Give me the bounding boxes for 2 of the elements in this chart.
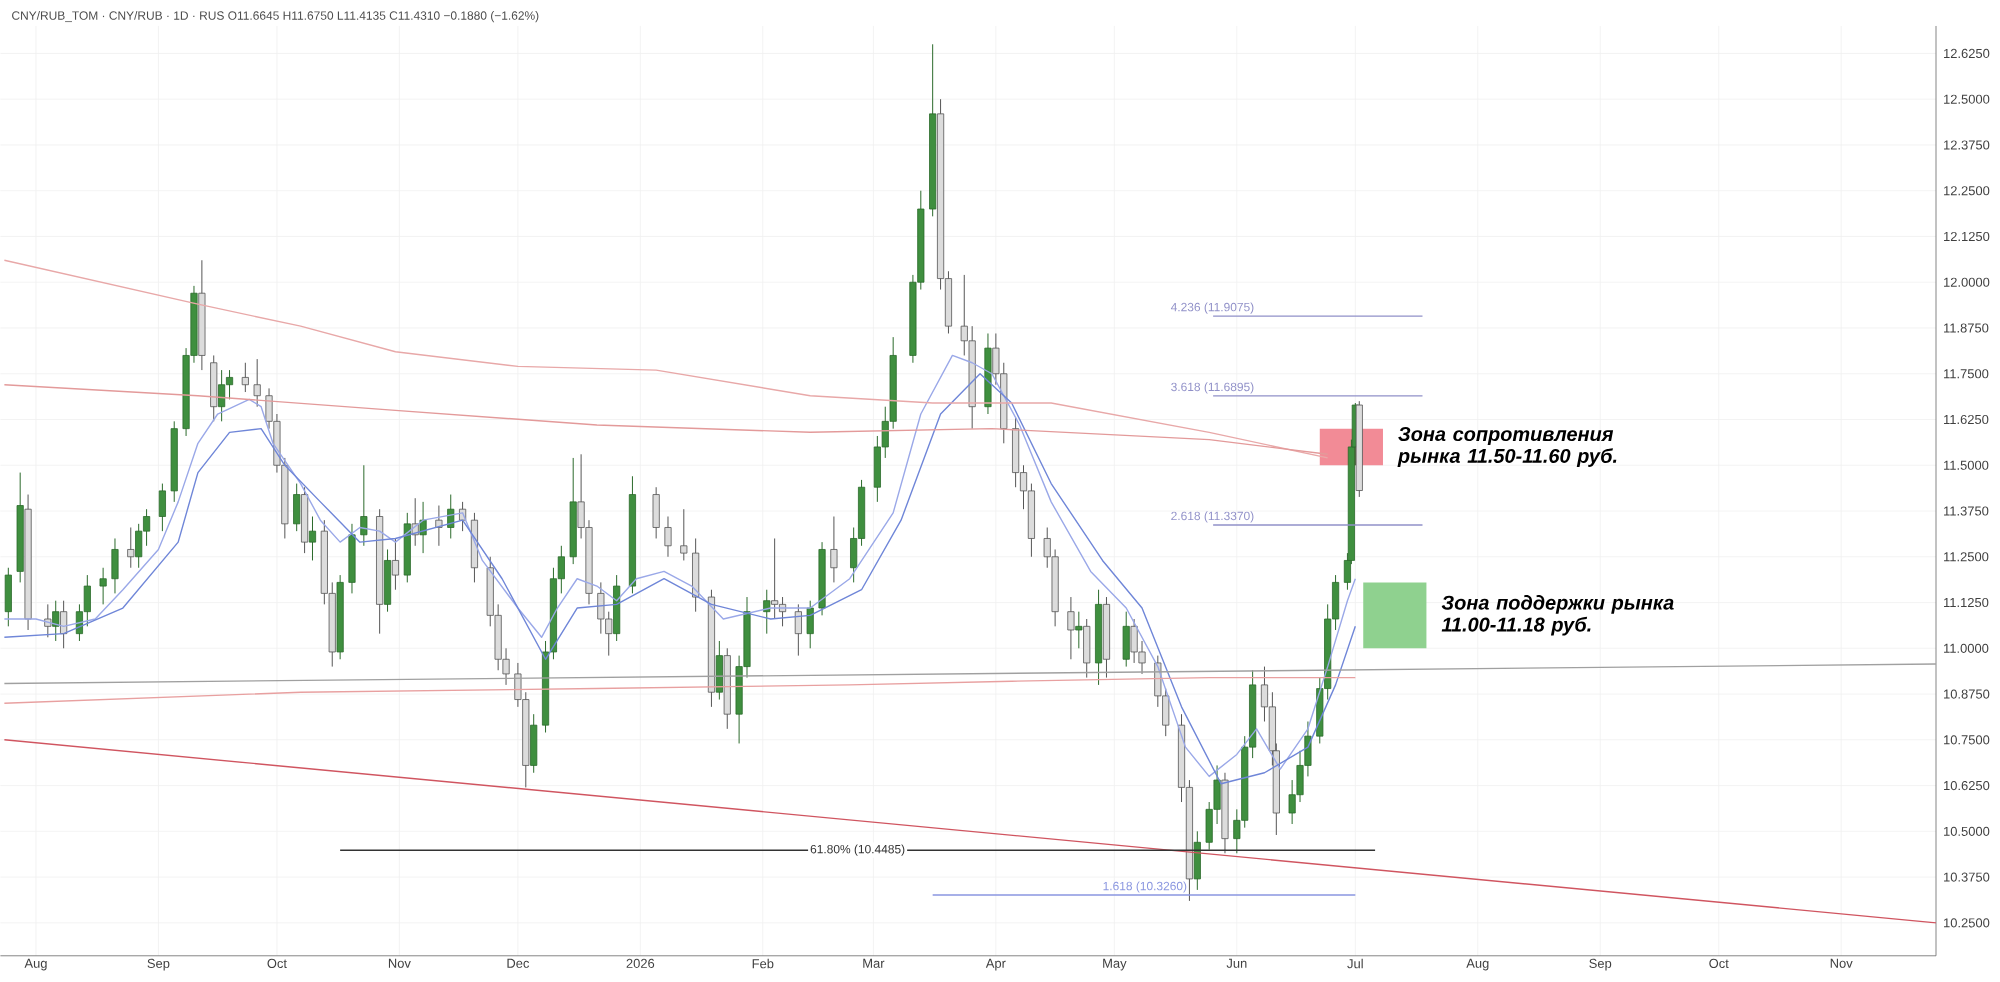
annotation: Зона поддержки рынка 11.00-11.18 руб. xyxy=(1441,595,1674,636)
annotation: Зона сопротивления рынка 11.50-11.60 руб. xyxy=(1397,427,1617,468)
